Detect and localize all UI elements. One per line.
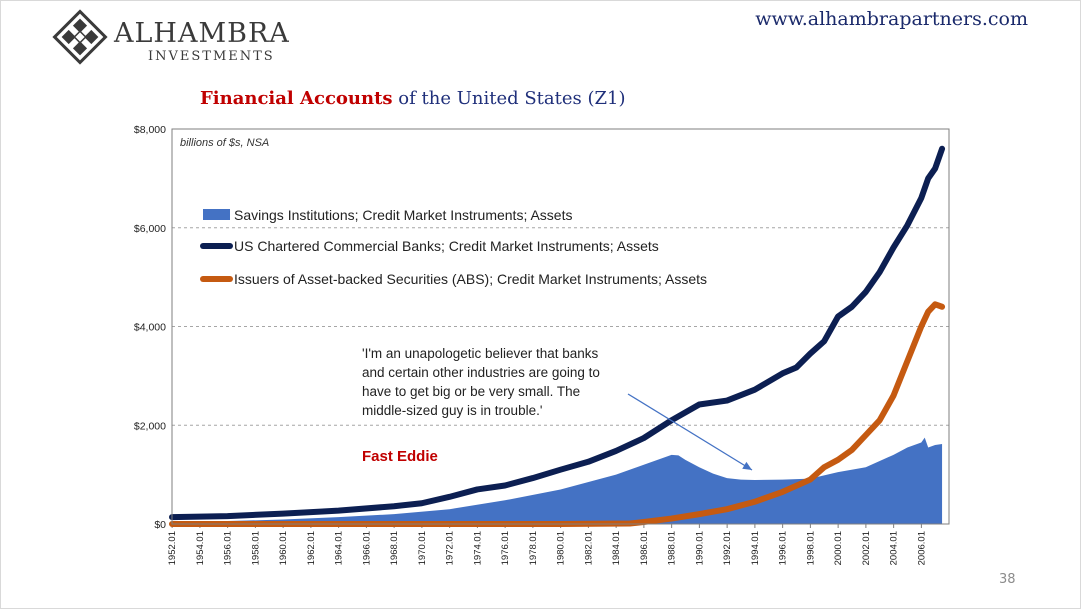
x-axis-ticks: 1952.01 1954.01 1956.01 1958.01 1960.01 1962.… xyxy=(167,524,927,565)
y-tick-label: $4,000 xyxy=(134,322,166,334)
x-tick-label: 1976.01 xyxy=(500,531,511,565)
series-layer xyxy=(169,145,946,527)
y-axis-ticks: $0 $2,000 $4,000 $6,000 $8,000 xyxy=(134,124,166,531)
y-tick-label: $2,000 xyxy=(134,420,166,432)
x-tick-label: 2002.01 xyxy=(861,531,872,565)
plot-border xyxy=(171,128,950,525)
annotation-arrow xyxy=(627,393,753,471)
x-tick-label: 1966.01 xyxy=(361,531,372,565)
x-tick-label: 1954.01 xyxy=(195,531,206,565)
legend-label-banks: US Chartered Commercial Banks; Credit Ma… xyxy=(234,238,659,254)
website-link[interactable]: www.alhambrapartners.com xyxy=(755,8,1028,30)
y-tick-label: $0 xyxy=(154,519,166,531)
x-tick-label: 2006.01 xyxy=(916,531,927,565)
quote-line: 'I'm an unapologetic believer that banks xyxy=(362,346,599,361)
x-tick-label: 1956.01 xyxy=(223,531,234,565)
unit-note: billions of $s, NSA xyxy=(180,137,269,149)
slide-title: Financial Accounts of the United States … xyxy=(200,88,625,109)
brand-sub: Investments xyxy=(148,49,275,64)
quote-line: middle-sized guy is in trouble.' xyxy=(362,403,542,418)
x-tick-label: 1972.01 xyxy=(445,531,456,565)
x-tick-label: 1958.01 xyxy=(250,531,261,565)
x-tick-label: 1990.01 xyxy=(694,531,705,565)
title-blue: of the United States (Z1) xyxy=(392,88,626,109)
x-tick-label: 1960.01 xyxy=(278,531,289,565)
fast-eddie-label: Fast Eddie xyxy=(362,448,438,465)
x-tick-label: 1992.01 xyxy=(722,531,733,565)
x-tick-label: 2000.01 xyxy=(833,531,844,565)
legend-label-savings: Savings Institutions; Credit Market Inst… xyxy=(234,207,572,223)
series-banks-line xyxy=(169,145,946,521)
y-tick-label: $8,000 xyxy=(134,124,166,136)
brand-name: Alhambra xyxy=(114,18,290,49)
x-tick-label: 1962.01 xyxy=(306,531,317,565)
title-red: Financial Accounts xyxy=(200,88,393,109)
quote-line: have to get big or be very small. The xyxy=(362,384,580,399)
annotation-arrow-head xyxy=(742,461,752,470)
x-tick-label: 1982.01 xyxy=(583,531,594,565)
x-tick-label: 1964.01 xyxy=(334,531,345,565)
x-tick-label: 1978.01 xyxy=(528,531,539,565)
x-tick-label: 1984.01 xyxy=(611,531,622,565)
x-tick-label: 1980.01 xyxy=(556,531,567,565)
x-tick-label: 1986.01 xyxy=(639,531,650,565)
x-tick-label: 1970.01 xyxy=(417,531,428,565)
x-tick-label: 2004.01 xyxy=(889,531,900,565)
legend-swatch-savings xyxy=(203,209,230,220)
x-tick-label: 1968.01 xyxy=(389,531,400,565)
page-number: 38 xyxy=(999,572,1016,587)
series-abs-line xyxy=(169,301,946,527)
y-tick-label: $6,000 xyxy=(134,223,166,235)
legend: Savings Institutions; Credit Market Inst… xyxy=(200,207,707,287)
x-tick-label: 1952.01 xyxy=(167,531,178,565)
x-tick-label: 1974.01 xyxy=(472,531,483,565)
x-tick-label: 1988.01 xyxy=(667,531,678,565)
x-tick-label: 1996.01 xyxy=(778,531,789,565)
x-tick-label: 1994.01 xyxy=(750,531,761,565)
diamond-logo-icon xyxy=(52,9,108,65)
brand-logo: Alhambra Investments xyxy=(50,6,310,68)
quote-annotation: 'I'm an unapologetic believer that banks… xyxy=(362,346,753,471)
legend-label-abs: Issuers of Asset-backed Securities (ABS)… xyxy=(234,271,707,287)
quote-line: and certain other industries are going t… xyxy=(362,365,600,380)
x-tick-label: 1998.01 xyxy=(805,531,816,565)
